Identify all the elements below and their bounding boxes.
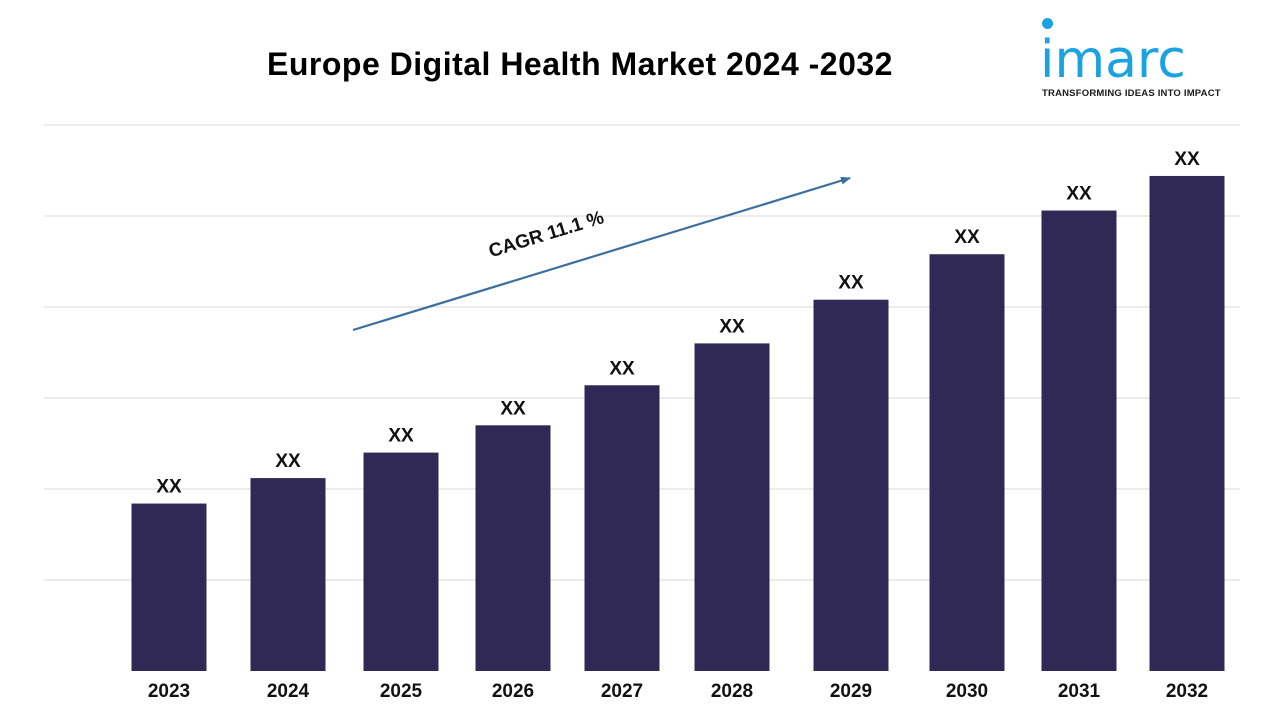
- data-label-2026: XX: [500, 398, 526, 419]
- bar-2031: [1041, 210, 1117, 672]
- data-label-2027: XX: [609, 358, 635, 379]
- bar-2025: [363, 452, 439, 671]
- x-tick-2031: 2031: [1058, 681, 1101, 702]
- data-label-2029: XX: [838, 273, 864, 294]
- data-labels: XX XX XX XX XX XX XX XX XX XX: [156, 149, 1200, 498]
- chart-title: Europe Digital Health Market 2024 -2032: [267, 46, 893, 82]
- cagr-label: CAGR 11.1 %: [486, 207, 606, 262]
- x-tick-2026: 2026: [492, 681, 534, 702]
- logo-dot-icon: [1042, 18, 1053, 29]
- bar-2027: [584, 385, 660, 671]
- x-tick-2029: 2029: [830, 681, 872, 702]
- bar-2029: [813, 299, 889, 671]
- data-label-2031: XX: [1066, 184, 1092, 205]
- data-label-2030: XX: [954, 227, 980, 248]
- x-tick-2028: 2028: [711, 681, 753, 702]
- bar-2032: [1149, 175, 1225, 671]
- x-tick-2023: 2023: [148, 681, 190, 702]
- gridlines: [44, 124, 1240, 581]
- x-tick-2027: 2027: [601, 681, 643, 702]
- bar-2026: [475, 425, 551, 671]
- bar-2023: [131, 503, 207, 671]
- imarc-logo: imarc TRANSFORMING IDEAS INTO IMPACT: [1040, 14, 1240, 104]
- bar-2024: [250, 478, 326, 671]
- x-tick-2032: 2032: [1166, 681, 1208, 702]
- data-label-2025: XX: [388, 426, 414, 447]
- x-tick-2025: 2025: [380, 681, 423, 702]
- data-label-2024: XX: [275, 451, 301, 472]
- data-label-2023: XX: [156, 477, 182, 498]
- data-label-2028: XX: [719, 316, 745, 337]
- bar-2028: [694, 343, 770, 671]
- logo-tagline: TRANSFORMING IDEAS INTO IMPACT: [1042, 88, 1221, 99]
- bar-2030: [929, 254, 1005, 671]
- x-tick-2024: 2024: [267, 681, 310, 702]
- data-label-2032: XX: [1174, 149, 1200, 170]
- bars: [131, 175, 1225, 672]
- cagr-trend-arrow: [352, 176, 851, 332]
- x-axis-ticks: 2023 2024 2025 2026 2027 2028 2029 2030 2031 2032: [148, 681, 1208, 702]
- logo-wordmark: imarc: [1040, 30, 1186, 90]
- x-tick-2030: 2030: [946, 681, 988, 702]
